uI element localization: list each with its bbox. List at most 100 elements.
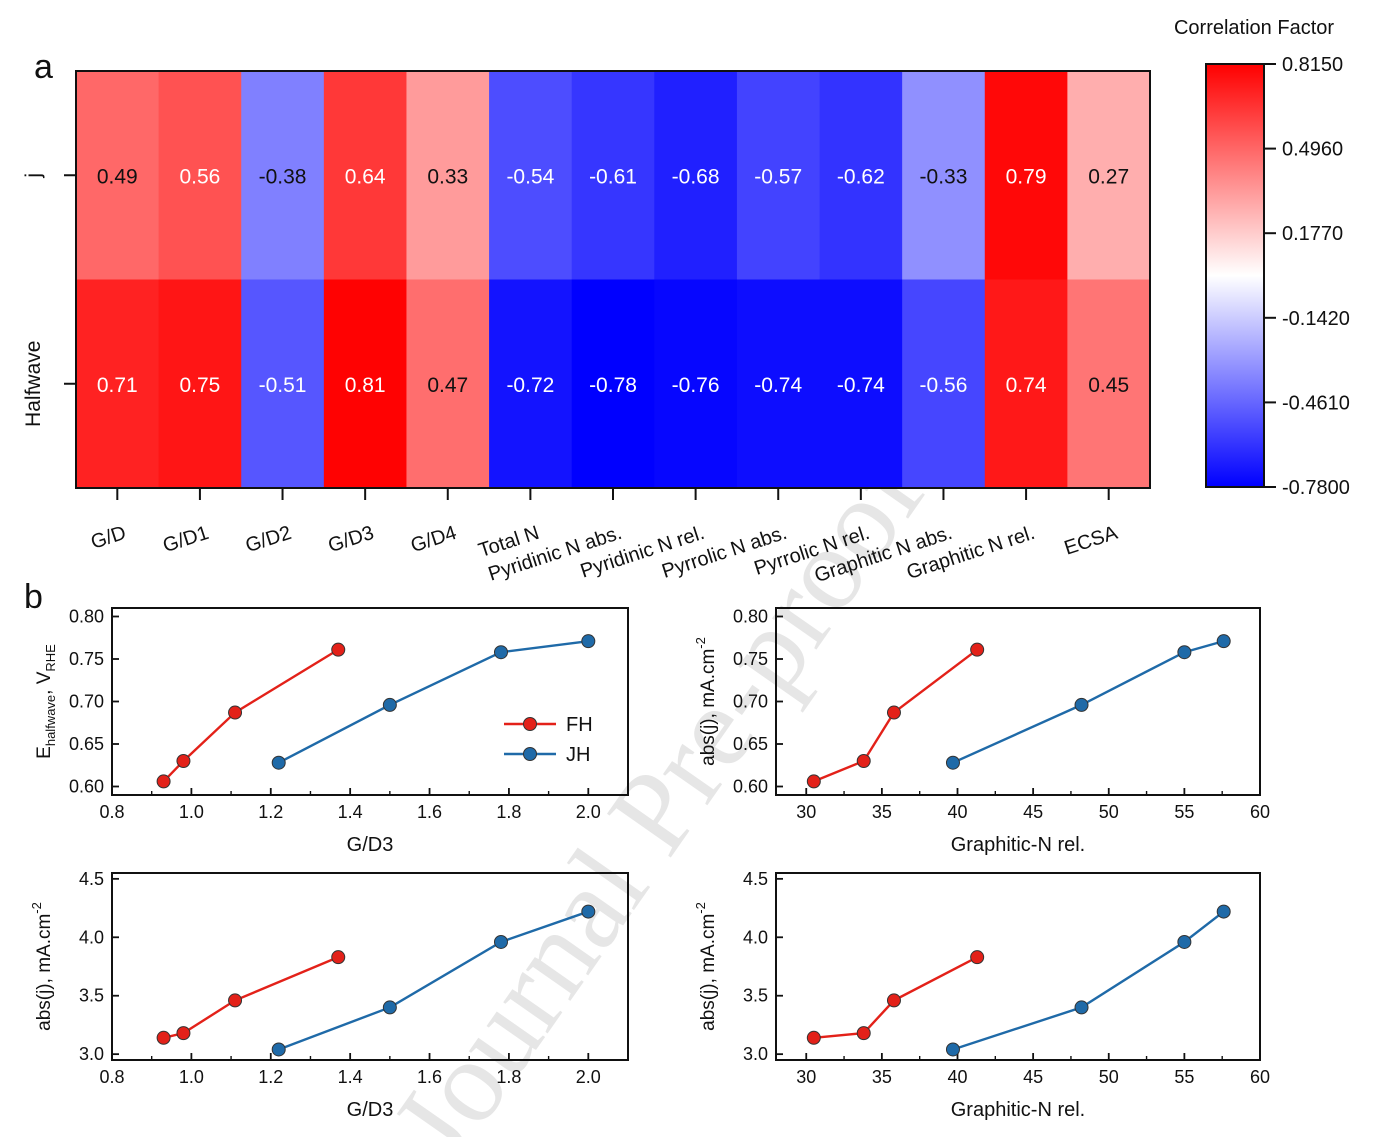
data-point-fh	[806, 774, 821, 789]
colorbar-tick-label: -0.4610	[1282, 392, 1350, 414]
y-axis-label-main: abs(j), mA.cm	[34, 914, 55, 1031]
heatmap-panel-a: 0.49 0.56 -0.38 0.64 0.33 -0.54 -0.61 -0.68 -0.5…	[22, 70, 1151, 587]
y-tick-label: 4.5	[79, 869, 104, 889]
data-point-fh	[331, 642, 346, 657]
y-axis-label-sup: -2	[29, 902, 44, 914]
plot-frame	[775, 872, 1261, 1061]
plot-frame	[111, 607, 629, 796]
heatmap-cell	[1067, 71, 1151, 281]
data-point-jh	[1177, 934, 1192, 949]
column-label-g-d3: G/D3	[325, 522, 376, 557]
line-chart-b3: 0.8 1.0 1.2 1.4 1.6 1.8 2.0 3.0 3.5 4.0 4.5 G/D3 abs…	[29, 869, 629, 1121]
y-tick-label: 4.0	[79, 927, 104, 947]
data-point-fh	[176, 1026, 191, 1041]
series-line-fh	[163, 956, 339, 1039]
x-tick-label: 1.8	[496, 802, 521, 822]
heatmap-value: -0.51	[259, 374, 307, 397]
data-point-fh	[176, 754, 191, 768]
column-label-g-d4: G/D4	[408, 522, 459, 557]
heatmap-value: -0.62	[837, 165, 885, 188]
x-tick-label: 1.4	[338, 802, 363, 822]
x-tick-label: 2.0	[576, 802, 601, 822]
y-tick-label: 0.65	[733, 734, 768, 754]
heatmap-value: -0.61	[589, 165, 637, 188]
y-tick-label: 0.65	[69, 734, 104, 754]
x-tick-label: 30	[796, 1067, 816, 1087]
data-point-jh	[945, 1042, 960, 1057]
heatmap-cell	[241, 279, 325, 489]
panel-label-b: b	[24, 578, 43, 616]
heatmap-cell	[819, 71, 903, 281]
heatmap-cell	[76, 279, 160, 489]
heatmap-cell	[406, 279, 490, 489]
data-point-fh	[970, 642, 985, 657]
x-tick-label: 60	[1250, 1067, 1270, 1087]
heatmap-cell	[736, 279, 821, 489]
heatmap-value: -0.56	[920, 374, 968, 397]
heatmap-cell	[323, 71, 408, 281]
y-tick-label: 0.70	[69, 692, 104, 712]
x-tick-label: 55	[1174, 1067, 1194, 1087]
y-axis-label-sub2: RHE	[43, 644, 58, 672]
heatmap-value: 0.81	[345, 374, 386, 397]
heatmap-cell	[654, 279, 738, 489]
data-point-jh	[1177, 645, 1192, 660]
heatmap-cell	[819, 279, 903, 489]
data-point-fh	[228, 705, 243, 720]
y-tick-label: 0.80	[733, 607, 768, 627]
series-line-fh	[162, 648, 339, 783]
heatmap-cell	[1067, 279, 1151, 489]
y-tick-label: 3.5	[79, 986, 104, 1006]
y-tick-label: 3.0	[743, 1044, 768, 1064]
data-point-jh	[1074, 1000, 1089, 1015]
x-tick-label: 1.0	[179, 1067, 204, 1087]
plot-frame	[111, 872, 629, 1061]
y-tick-label: 0.80	[69, 607, 104, 627]
data-point-fh	[806, 1030, 821, 1045]
x-tick-label: 30	[796, 802, 816, 822]
x-tick-label: 50	[1099, 802, 1119, 822]
heatmap-value: -0.74	[754, 374, 802, 397]
heatmap-value: -0.78	[589, 374, 637, 397]
heatmap-cell	[158, 279, 242, 489]
x-tick-label: 50	[1099, 1067, 1119, 1087]
heatmap-value: 0.45	[1088, 374, 1129, 397]
y-axis-label-main: abs(j), mA.cm	[698, 649, 719, 766]
y-axis-label-sup: -2	[693, 637, 708, 649]
data-point-jh	[581, 634, 596, 649]
y-axis-label: abs(j), mA.cm-2	[693, 902, 719, 1031]
heatmap-value: 0.79	[1006, 165, 1047, 188]
data-point-jh	[1074, 697, 1089, 712]
x-tick-label: 2.0	[576, 1067, 601, 1087]
line-chart-b4: 30 35 40 45 50 55 60 3.0 3.5 4.0 4.5 Graphitic-N re…	[693, 869, 1270, 1121]
y-tick-label: 0.60	[69, 777, 104, 797]
heatmap-value: 0.71	[97, 374, 138, 397]
heatmap-cell	[323, 279, 408, 489]
colorbar-tick-label: -0.7800	[1282, 477, 1350, 499]
data-point-fh	[156, 1030, 171, 1045]
data-point-fh	[886, 993, 901, 1008]
heatmap-cell	[158, 71, 242, 281]
heatmap-cell	[984, 279, 1068, 489]
heatmap-value: 0.64	[345, 165, 386, 188]
x-axis-label: Graphitic-N rel.	[951, 1099, 1085, 1121]
y-axis-label-main: abs(j), mA.cm	[698, 914, 719, 1031]
series-line-jh	[952, 910, 1225, 1051]
line-chart-b1: 0.8 1.0 1.2 1.4 1.6 1.8 2.0 0.60 0.65 0.70 0.75 0.8…	[34, 607, 629, 856]
data-point-fh	[331, 950, 346, 965]
data-point-jh	[493, 934, 508, 949]
data-point-jh	[1216, 634, 1231, 649]
y-axis-label: abs(j), mA.cm-2	[693, 637, 719, 766]
heatmap-value: -0.54	[506, 165, 554, 188]
heatmap-value: 0.56	[179, 165, 220, 188]
heatmap-value: -0.72	[506, 374, 554, 397]
heatmap-cell	[489, 279, 573, 489]
series-line-fh	[813, 648, 978, 783]
y-tick-label: 0.70	[733, 692, 768, 712]
row-label-j: j	[22, 173, 45, 179]
series-line-jh	[278, 910, 589, 1051]
heatmap-value: -0.68	[672, 165, 720, 188]
heatmap-cell	[76, 71, 160, 281]
heatmap-cell	[489, 71, 573, 281]
x-tick-label: 1.0	[179, 802, 204, 822]
